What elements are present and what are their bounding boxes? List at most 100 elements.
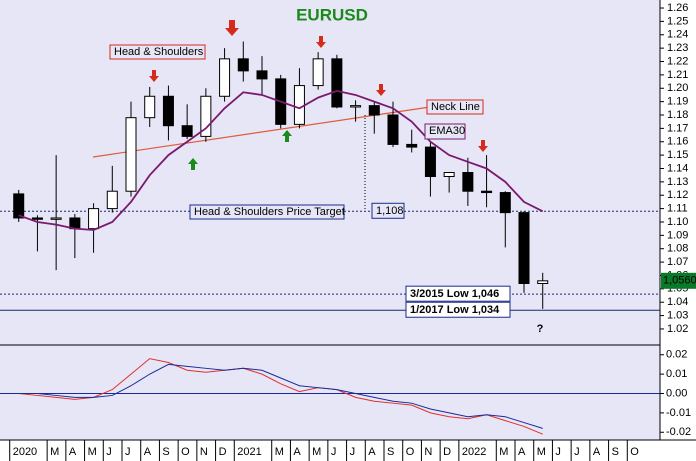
y-tick-label: 1.19 bbox=[667, 96, 688, 108]
candle-body bbox=[200, 95, 212, 137]
bottom-arrows bbox=[188, 130, 292, 170]
x-tick-label: O bbox=[630, 446, 639, 458]
arrow bbox=[478, 140, 488, 152]
candle-body bbox=[537, 280, 549, 284]
x-tick-label: O bbox=[406, 446, 415, 458]
series-label-box bbox=[424, 123, 466, 140]
y-tick-label: 0.00 bbox=[666, 387, 687, 399]
y-tick-label: 1.12 bbox=[667, 189, 688, 201]
candle-body bbox=[125, 117, 137, 192]
annotation: Head & Shoulders bbox=[114, 46, 204, 58]
candle-body bbox=[368, 105, 380, 116]
y-tick-label: 1.04 bbox=[667, 296, 688, 308]
y-tick-label: 1.20 bbox=[667, 82, 688, 94]
y-tick-label: 1.09 bbox=[667, 229, 688, 241]
y-tick-label: -0.02 bbox=[666, 426, 691, 438]
y-tick-label: 1.13 bbox=[667, 176, 688, 188]
candle-body bbox=[424, 146, 436, 178]
x-tick-label: 2021 bbox=[237, 446, 261, 458]
x-tick-label: M bbox=[88, 446, 97, 458]
x-tick-label: A bbox=[368, 446, 376, 458]
x-tick-label: J bbox=[125, 446, 131, 458]
x-tick-label: 2020 bbox=[13, 446, 37, 458]
x-tick-label: S bbox=[387, 446, 394, 458]
candle-body bbox=[256, 70, 268, 80]
candle-body bbox=[406, 143, 418, 148]
x-tick-label: M bbox=[275, 446, 284, 458]
annotation-box bbox=[189, 204, 345, 220]
x-tick-label: D bbox=[219, 446, 227, 458]
macd-line bbox=[18, 363, 543, 429]
x-tick-label: S bbox=[612, 446, 619, 458]
candle-body bbox=[499, 192, 511, 214]
x-tick-label: O bbox=[181, 446, 190, 458]
x-tick-label: J bbox=[350, 446, 356, 458]
x-tick-label: J bbox=[331, 446, 337, 458]
y-tick-label: 1.22 bbox=[667, 55, 688, 67]
candle-body bbox=[50, 217, 62, 220]
candle-body bbox=[144, 95, 156, 119]
y-tick-label: 1.26 bbox=[667, 2, 688, 14]
y-tick-label: 1.17 bbox=[667, 122, 688, 134]
y-tick-label: 0.01 bbox=[666, 368, 687, 380]
candle-body bbox=[518, 212, 530, 284]
arrow bbox=[225, 20, 239, 36]
y-tick-label: 1.08 bbox=[667, 243, 688, 255]
level-label-box bbox=[405, 285, 511, 302]
y-tick-label: 1.15 bbox=[667, 149, 688, 161]
level-label-box bbox=[405, 301, 511, 318]
y-tick-label: 1.07 bbox=[667, 256, 688, 268]
y-tick-label: -0.01 bbox=[666, 407, 691, 419]
y-tick-label: 1.11 bbox=[667, 203, 688, 215]
arrow bbox=[149, 70, 159, 82]
y-tick-label: 1.14 bbox=[667, 162, 688, 174]
x-tick-label: A bbox=[293, 446, 301, 458]
axis-background bbox=[660, 0, 696, 461]
x-tick-label: A bbox=[518, 446, 526, 458]
series-label: EMA30 bbox=[429, 125, 465, 137]
y-tick-label: 1.21 bbox=[667, 69, 688, 81]
x-tick-label: J bbox=[574, 446, 580, 458]
top-arrows bbox=[149, 20, 488, 152]
x-tick-label: S bbox=[162, 446, 169, 458]
x-tick-label: M bbox=[537, 446, 546, 458]
y-tick-label: 1.10 bbox=[667, 216, 688, 228]
level-label-box bbox=[371, 202, 405, 219]
y-tick-label: 1.25 bbox=[667, 15, 688, 27]
candle-body bbox=[13, 193, 25, 219]
x-tick-label: M bbox=[499, 446, 508, 458]
x-tick-label: A bbox=[593, 446, 601, 458]
annotation-box bbox=[426, 99, 484, 115]
arrow bbox=[376, 84, 386, 96]
ema-line bbox=[18, 89, 544, 231]
candle-body bbox=[443, 172, 455, 178]
price-tag-label: 1,05600 bbox=[663, 275, 696, 287]
candle-body bbox=[237, 58, 249, 72]
x-tick-label: A bbox=[69, 446, 77, 458]
level-label: 1/2017 Low 1,034 bbox=[410, 304, 500, 316]
x-tick-label: A bbox=[144, 446, 152, 458]
x-tick-label: N bbox=[200, 446, 208, 458]
macd-line bbox=[18, 358, 543, 435]
x-tick-label: 2022 bbox=[462, 446, 486, 458]
y-tick-label: 1.03 bbox=[667, 309, 688, 321]
arrow bbox=[188, 158, 198, 170]
candle-body bbox=[462, 172, 474, 192]
candle-body bbox=[387, 114, 399, 145]
y-tick-label: 1.16 bbox=[667, 136, 688, 148]
candle-body bbox=[88, 208, 100, 230]
candle-body bbox=[312, 58, 324, 87]
annotation: Head & Shoulders Price Target bbox=[194, 206, 345, 218]
candle-body bbox=[219, 58, 231, 97]
x-tick-label: N bbox=[424, 446, 432, 458]
arrow bbox=[316, 36, 326, 48]
candle-body bbox=[331, 58, 343, 108]
y-tick-label: 1.18 bbox=[667, 109, 688, 121]
candle-body bbox=[162, 95, 174, 127]
level-label: 1,108 bbox=[376, 205, 404, 217]
candle-body bbox=[181, 125, 193, 137]
x-tick-label: M bbox=[50, 446, 59, 458]
x-tick-label: D bbox=[443, 446, 451, 458]
annotation: Neck Line bbox=[431, 101, 480, 113]
